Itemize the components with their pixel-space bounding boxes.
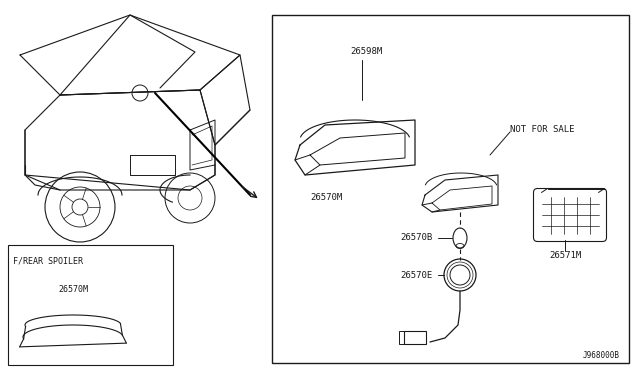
- Text: 26570M: 26570M: [310, 192, 342, 202]
- Bar: [399, 330, 404, 343]
- Text: 26571M: 26571M: [549, 251, 581, 260]
- Text: F/REAR SPOILER: F/REAR SPOILER: [13, 257, 83, 266]
- Bar: [404, 330, 426, 343]
- Text: 26570B: 26570B: [400, 234, 432, 243]
- Text: 26570E: 26570E: [400, 270, 432, 279]
- Bar: [272, 15, 629, 363]
- Bar: [8, 245, 173, 365]
- Text: J968000B: J968000B: [583, 351, 620, 360]
- Text: 26598M: 26598M: [350, 48, 382, 57]
- Text: NOT FOR SALE: NOT FOR SALE: [510, 125, 575, 135]
- Text: 26570M: 26570M: [58, 285, 88, 295]
